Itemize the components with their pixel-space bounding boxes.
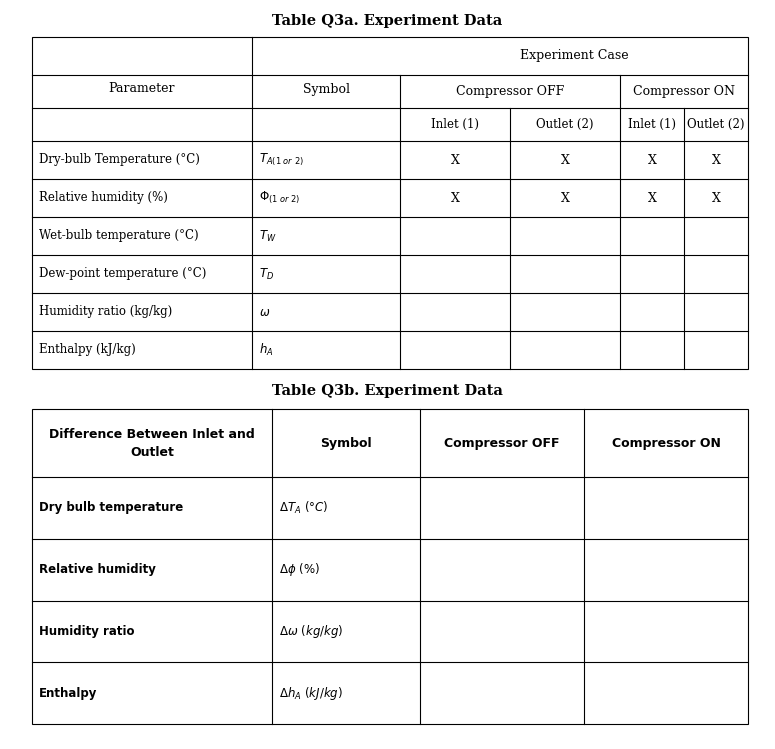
- Text: Enthalpy: Enthalpy: [39, 687, 98, 700]
- Text: Inlet (1): Inlet (1): [431, 118, 479, 131]
- Text: Difference Between Inlet and
Outlet: Difference Between Inlet and Outlet: [49, 428, 255, 458]
- Text: Compressor ON: Compressor ON: [611, 437, 721, 449]
- Text: Compressor OFF: Compressor OFF: [444, 437, 560, 449]
- Text: $\Phi_{(1\ or\ 2)}$: $\Phi_{(1\ or\ 2)}$: [259, 189, 301, 206]
- Text: $\Delta\phi\ (\%)$: $\Delta\phi\ (\%)$: [279, 561, 320, 578]
- Text: Outlet (2): Outlet (2): [536, 118, 594, 131]
- Text: Relative humidity: Relative humidity: [39, 563, 156, 576]
- Text: Compressor ON: Compressor ON: [633, 85, 735, 98]
- Text: Symbol: Symbol: [302, 82, 350, 96]
- Text: Table Q3a. Experiment Data: Table Q3a. Experiment Data: [272, 14, 502, 28]
- Text: X: X: [711, 154, 721, 166]
- Text: X: X: [648, 154, 656, 166]
- Text: Outlet (2): Outlet (2): [687, 118, 745, 131]
- Text: $T_D$: $T_D$: [259, 267, 274, 282]
- Text: $T_{A(1\ or\ 2)}$: $T_{A(1\ or\ 2)}$: [259, 152, 304, 169]
- Text: Enthalpy (kJ/kg): Enthalpy (kJ/kg): [39, 344, 136, 357]
- Text: Wet-bulb temperature (°C): Wet-bulb temperature (°C): [39, 229, 198, 243]
- Text: $\Delta h_A\ (kJ/kg)$: $\Delta h_A\ (kJ/kg)$: [279, 685, 343, 702]
- Text: $\Delta T_A\ (°C)$: $\Delta T_A\ (°C)$: [279, 500, 329, 516]
- Text: Symbol: Symbol: [320, 437, 372, 449]
- Text: Dry-bulb Temperature (°C): Dry-bulb Temperature (°C): [39, 154, 200, 166]
- Text: X: X: [711, 192, 721, 204]
- Text: X: X: [560, 192, 570, 204]
- Text: X: X: [648, 192, 656, 204]
- Text: Inlet (1): Inlet (1): [628, 118, 676, 131]
- Text: Humidity ratio (kg/kg): Humidity ratio (kg/kg): [39, 306, 172, 318]
- Text: Relative humidity (%): Relative humidity (%): [39, 192, 168, 204]
- Bar: [32, 409, 748, 724]
- Text: Dew-point temperature (°C): Dew-point temperature (°C): [39, 267, 206, 280]
- Text: X: X: [450, 192, 460, 204]
- Text: Humidity ratio: Humidity ratio: [39, 625, 135, 638]
- Text: X: X: [450, 154, 460, 166]
- Text: $h_A$: $h_A$: [259, 342, 274, 358]
- Text: Parameter: Parameter: [109, 82, 175, 96]
- Bar: [32, 37, 748, 369]
- Text: Table Q3b. Experiment Data: Table Q3b. Experiment Data: [271, 384, 502, 398]
- Text: Experiment Case: Experiment Case: [520, 49, 629, 62]
- Text: X: X: [560, 154, 570, 166]
- Text: Dry bulb temperature: Dry bulb temperature: [39, 501, 183, 515]
- Text: $\omega$: $\omega$: [259, 306, 270, 318]
- Text: $T_W$: $T_W$: [259, 228, 277, 243]
- Text: Compressor OFF: Compressor OFF: [456, 85, 564, 98]
- Text: $\Delta\omega\ (kg/kg)$: $\Delta\omega\ (kg/kg)$: [279, 623, 343, 640]
